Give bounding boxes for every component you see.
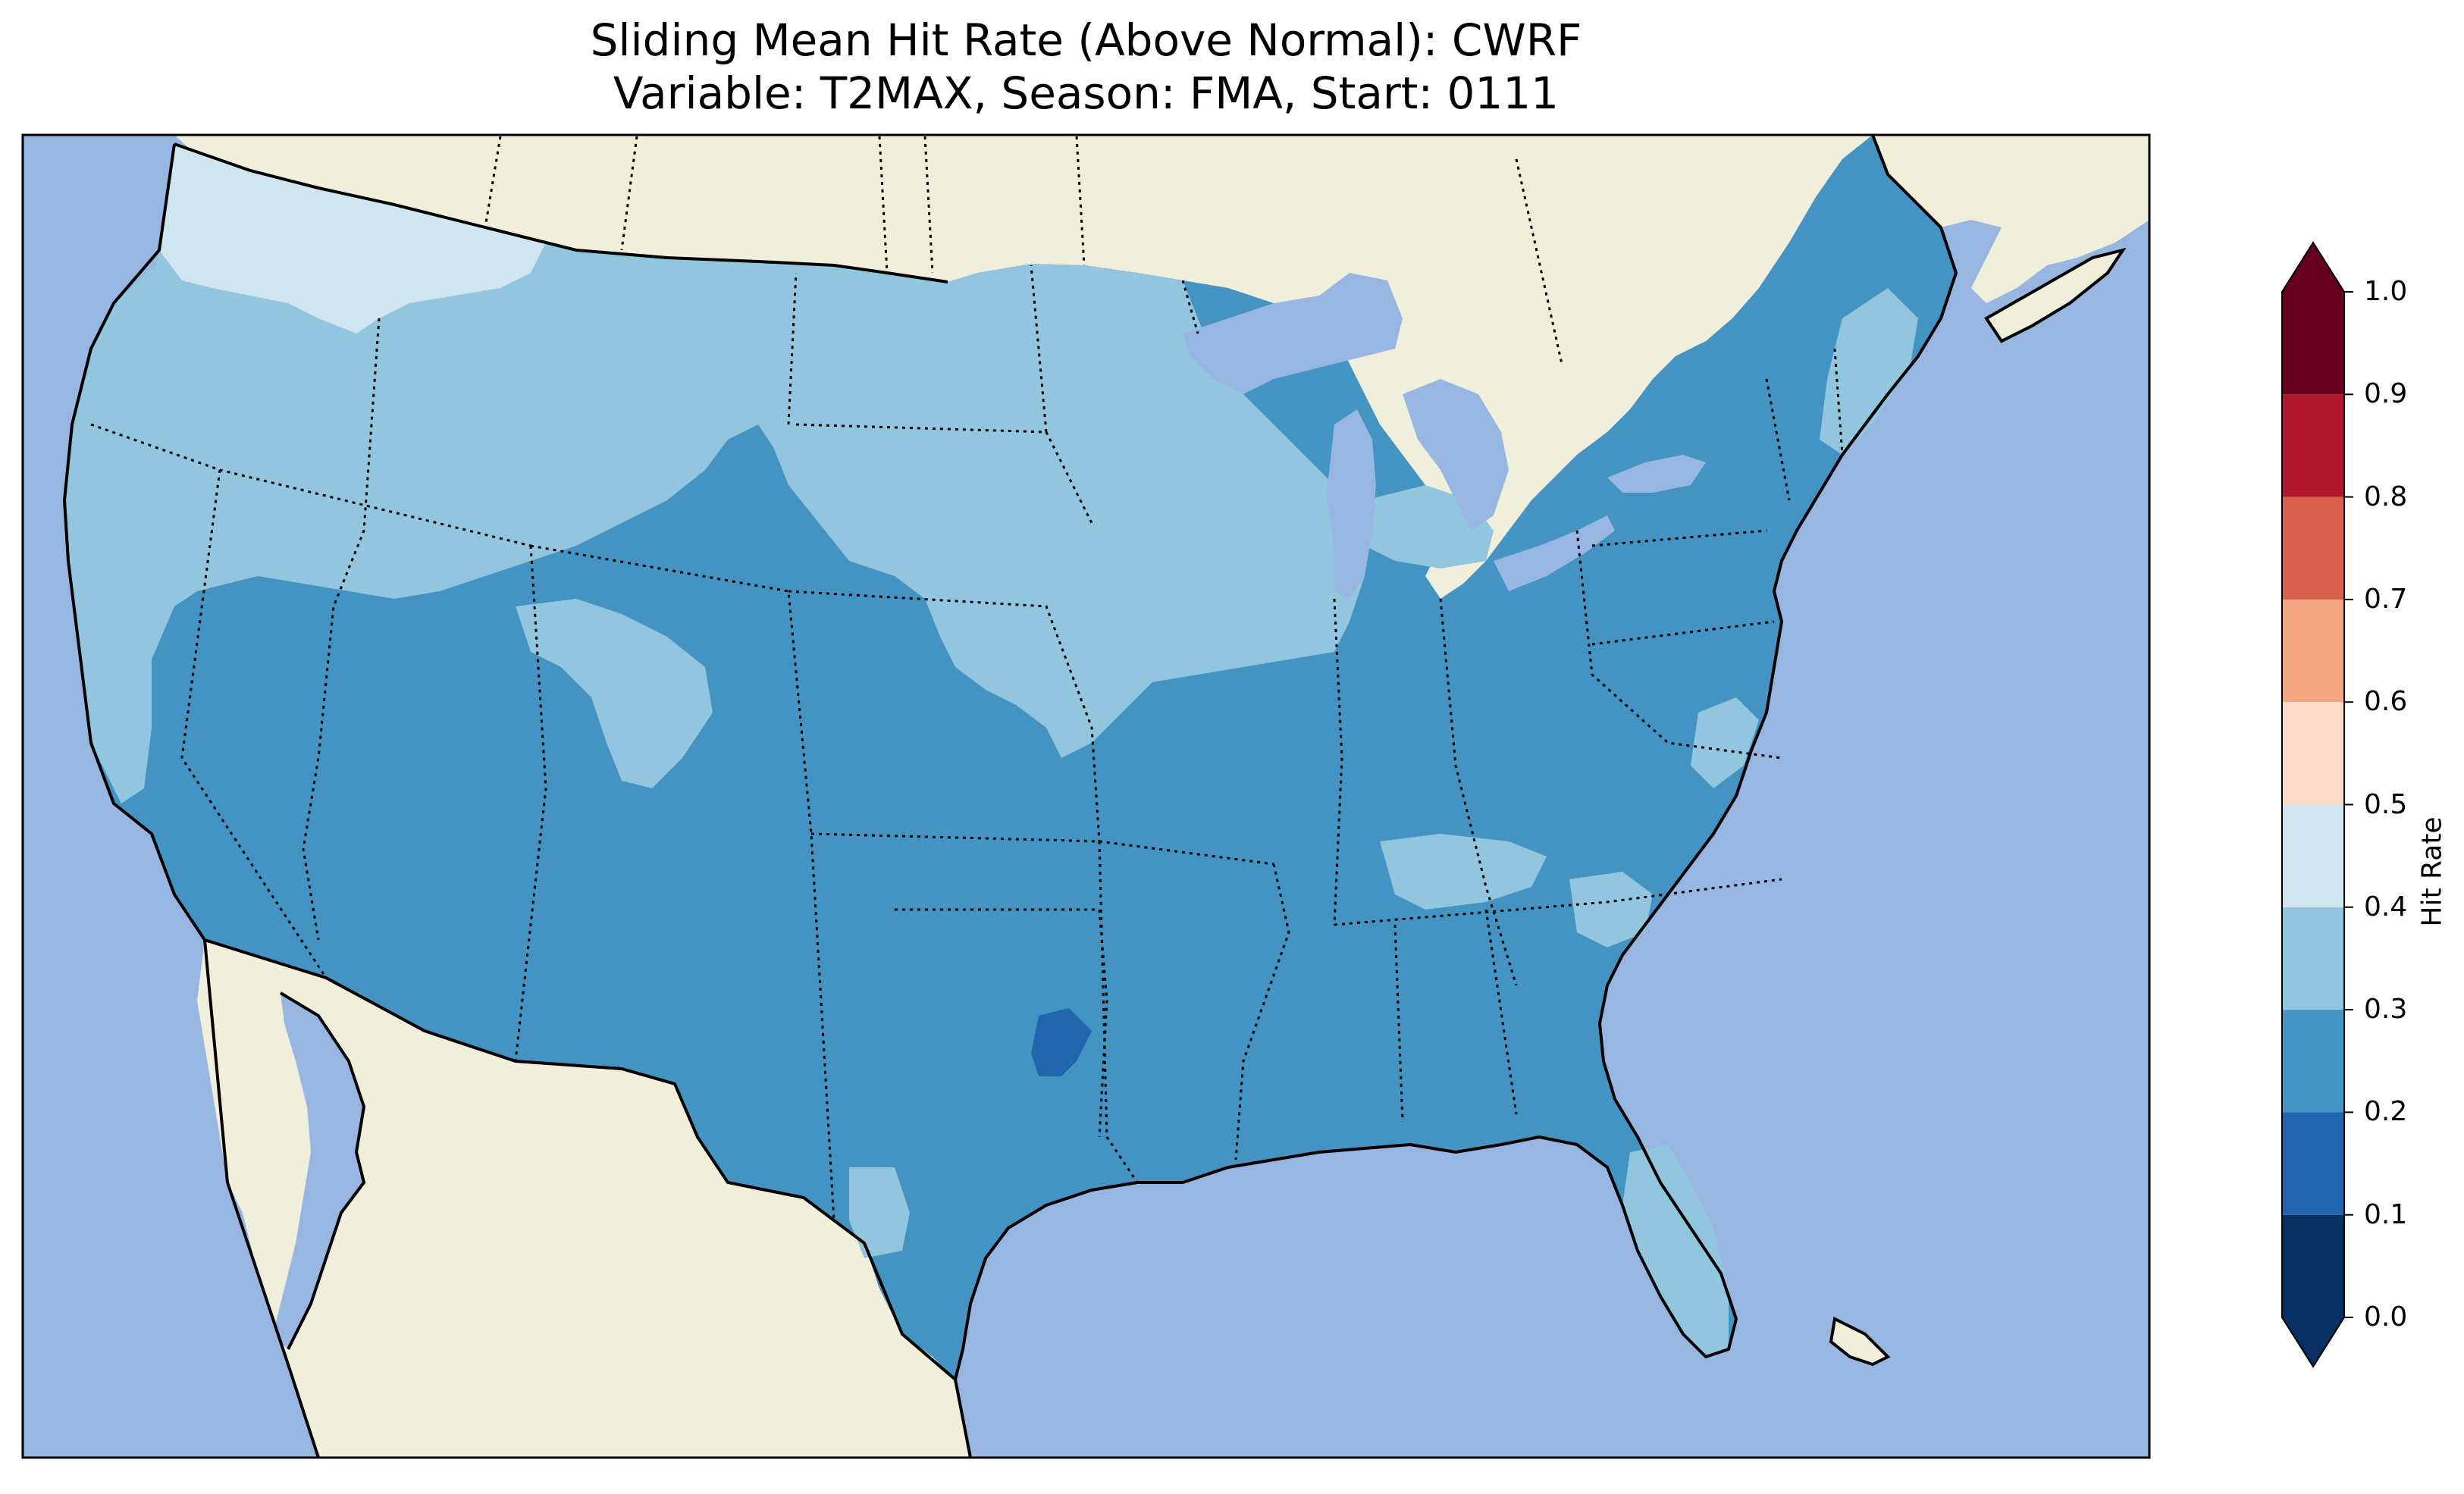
- field-light-texas: [849, 1167, 910, 1258]
- field-light-newengland: [1820, 288, 1918, 455]
- field-dark-texas: [1031, 1008, 1092, 1076]
- coastlines: [62, 135, 2127, 1458]
- colorbar-label: Hit Rate: [2416, 816, 2448, 927]
- colorbar-bin-7: [2282, 496, 2344, 600]
- lake-huron: [1403, 379, 1509, 531]
- field-light-florida: [1622, 1145, 1729, 1357]
- colorbar-extend-min: [2282, 1317, 2344, 1367]
- lake-superior: [1183, 273, 1403, 394]
- colorbar-bin-9: [2282, 292, 2344, 395]
- colorbar-bin-8: [2282, 394, 2344, 497]
- colorbar-tick-label: 0.3: [2364, 994, 2408, 1026]
- field-light-tennessee: [1380, 834, 1547, 910]
- mexico-land: [197, 940, 970, 1458]
- colorbar-bin-6: [2282, 599, 2344, 703]
- lake-michigan: [1327, 409, 1376, 599]
- lake-ontario: [1607, 455, 1706, 493]
- colorbar-bin-4: [2282, 804, 2344, 907]
- colorbar-bin-5: [2282, 702, 2344, 805]
- colorbar-tick-label: 0.9: [2364, 378, 2408, 410]
- maritimes-land: [1873, 135, 2149, 303]
- colorbar-tick-label: 0.4: [2364, 891, 2408, 922]
- field-northwest-lightest: [159, 144, 546, 334]
- colorbar-tick-label: 1.0: [2364, 276, 2408, 307]
- chart-subtitle: Variable: T2MAX, Season: FMA, Start: 011…: [613, 67, 1560, 119]
- colorbar-tick-label: 0.6: [2364, 686, 2408, 718]
- field-light-colorado: [516, 599, 713, 788]
- colorbar-tick-label: 0.1: [2364, 1198, 2408, 1230]
- colorbar-bin-2: [2282, 1010, 2344, 1113]
- colorbar-tick-label: 0.0: [2364, 1301, 2408, 1333]
- nova-scotia-land: [1986, 250, 2123, 341]
- colorbar-bin-1: [2282, 1112, 2344, 1215]
- colorbar-extend-max: [2282, 243, 2344, 292]
- colorbar-tick-label: 0.7: [2364, 583, 2408, 615]
- colorbar-tick-label: 0.8: [2364, 481, 2408, 512]
- field-light-nc: [1569, 872, 1653, 947]
- colorbar-tick-label: 0.5: [2364, 788, 2408, 820]
- map-frame: [21, 133, 2151, 1459]
- chart-title: Sliding Mean Hit Rate (Above Normal): CW…: [590, 14, 1582, 66]
- colorbar-bin-0: [2282, 1214, 2344, 1317]
- gulf-of-california: [273, 993, 364, 1349]
- field-light-va: [1691, 697, 1759, 788]
- colorbar-bin-3: [2282, 907, 2344, 1010]
- state-borders: [90, 136, 1844, 1221]
- colorbar-tick-label: 0.2: [2364, 1096, 2408, 1128]
- lake-erie: [1494, 515, 1615, 591]
